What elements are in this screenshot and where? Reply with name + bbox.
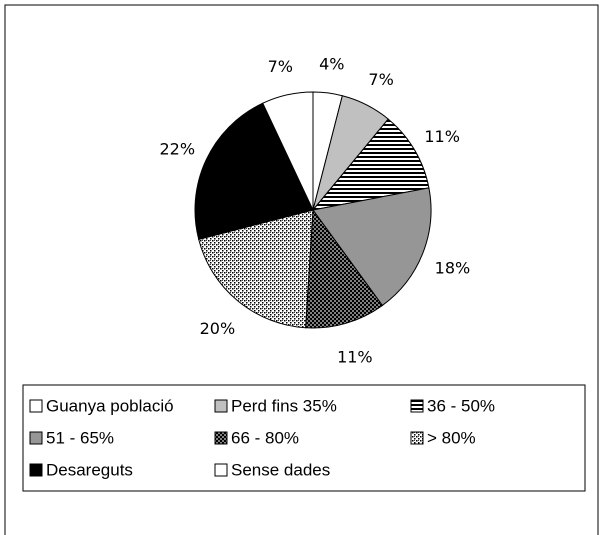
legend-label: Sense dades: [231, 460, 330, 479]
pie-slice: [194, 102, 314, 240]
data-label: 11%: [424, 127, 460, 146]
legend-swatch: [214, 463, 228, 477]
legend-swatch: [29, 463, 43, 477]
data-label: 22%: [159, 140, 195, 159]
legend-label: Desareguts: [46, 460, 133, 479]
legend-label: 36 - 50%: [427, 396, 495, 415]
legend-label: 66 - 80%: [231, 428, 299, 447]
legend-swatch: [29, 399, 43, 413]
data-label: 11%: [337, 348, 373, 367]
data-label: 18%: [435, 259, 471, 278]
pie-slice: [312, 187, 432, 307]
pie-slice: [262, 91, 314, 211]
pie-slice: [198, 209, 314, 329]
legend-swatch: [214, 399, 228, 413]
legend-box: [22, 384, 586, 492]
legend-label: > 80%: [427, 428, 476, 447]
data-label: 7%: [268, 57, 293, 76]
pie-slice: [305, 208, 384, 329]
legend-label: Perd fins 35%: [231, 396, 337, 415]
data-label: 7%: [368, 70, 393, 89]
pie-slice: [311, 118, 430, 211]
legend-swatch: [410, 399, 424, 413]
data-label: 20%: [200, 319, 236, 338]
legend-swatch: [29, 431, 43, 445]
legend-label: 51 - 65%: [46, 428, 114, 447]
legend-label: Guanya població: [46, 396, 174, 415]
data-label: 4%: [319, 55, 344, 74]
legend-swatch: [214, 431, 228, 445]
legend-swatch: [410, 431, 424, 445]
